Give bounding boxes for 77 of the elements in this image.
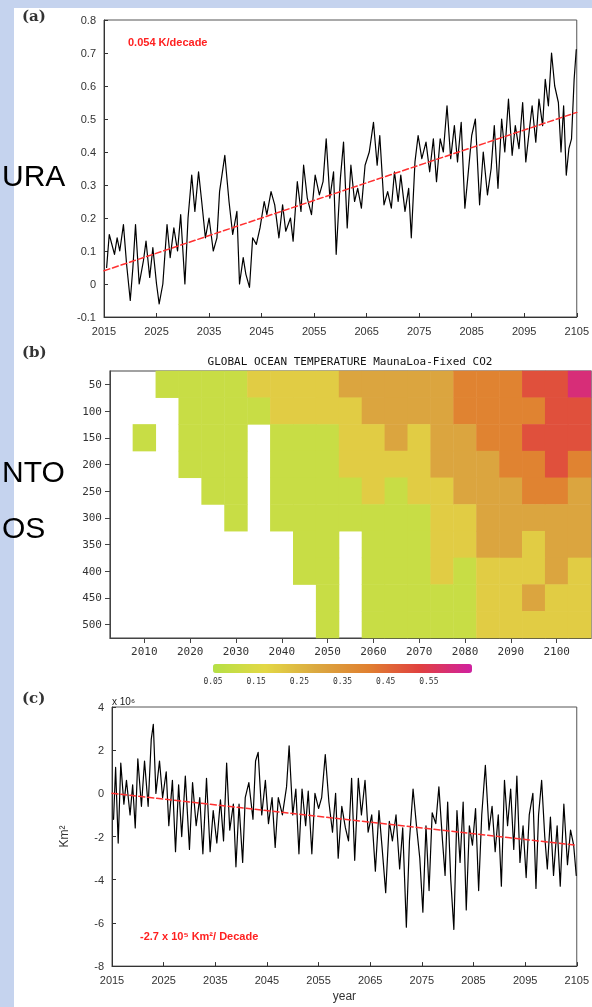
text: NTO xyxy=(2,454,65,488)
x-tick-label: 2065 xyxy=(357,973,383,986)
x-tick-label: 2055 xyxy=(306,973,331,986)
x-tick-label: 2060 xyxy=(360,645,387,658)
x-tick-label: 2070 xyxy=(405,645,433,658)
x-tick-label: 2035 xyxy=(203,973,228,986)
y-tick-label: 0.2 xyxy=(80,212,96,224)
y-tick-label: 150 xyxy=(82,431,102,445)
chart-title: (c) xyxy=(22,688,46,707)
x-tick-label: 2085 xyxy=(459,324,484,337)
x-tick-label: 2055 xyxy=(301,324,327,337)
text: x 10⁶ xyxy=(112,695,136,707)
chart-subtitle: GLOBAL OCEAN TEMPERATURE MaunaLoa-Fixed CO2 xyxy=(207,355,493,368)
x-tick-label: 2080 xyxy=(451,645,479,658)
x-tick-label: 2090 xyxy=(497,645,525,658)
chart-title: (a) xyxy=(22,6,46,25)
color-bar-label: 0.45 xyxy=(376,676,396,686)
x-tick-label: 2095 xyxy=(512,973,538,986)
y-tick-label: 4 xyxy=(97,701,104,713)
y-tick-label: -6 xyxy=(94,916,104,929)
y-tick-label: 200 xyxy=(82,457,102,471)
line-series xyxy=(112,723,577,930)
y-tick-label: 0.8 xyxy=(80,14,96,26)
y-tick-label: -0.1 xyxy=(77,311,96,323)
x-tick-label: 2075 xyxy=(409,973,435,986)
y-tick-label: -8 xyxy=(94,960,104,973)
x-tick-label: 2010 xyxy=(131,645,158,658)
y-tick-label: 2 xyxy=(97,744,104,757)
y-tick-label: 350 xyxy=(82,538,102,552)
y-tick-label: 400 xyxy=(82,564,102,578)
y-axis-title: Km² xyxy=(57,825,71,848)
x-tick-label: 2045 xyxy=(254,973,280,986)
x-tick-label: 2065 xyxy=(354,324,379,337)
y-tick-label: 100 xyxy=(82,404,102,418)
y-tick-label: 250 xyxy=(82,484,102,498)
x-tick-label: 2015 xyxy=(91,324,117,337)
text: OS xyxy=(2,510,46,544)
color-bar-label: 0.35 xyxy=(332,676,353,686)
y-tick-label: -2 xyxy=(94,830,104,843)
x-tick-label: 2095 xyxy=(511,324,537,337)
x-tick-label: 2020 xyxy=(176,645,204,658)
y-tick-label: 0 xyxy=(89,278,96,290)
y-tick-label: 450 xyxy=(82,591,102,605)
x-tick-label: 2105 xyxy=(564,973,590,986)
x-tick-label: 2105 xyxy=(564,324,590,337)
line-series xyxy=(106,49,577,305)
chart-title: (b) xyxy=(22,342,47,361)
x-tick-label: 2015 xyxy=(99,973,125,986)
x-tick-label: 2025 xyxy=(151,973,176,986)
text: URA xyxy=(2,158,66,192)
y-tick-label: 500 xyxy=(82,618,102,632)
x-axis-title: year xyxy=(332,989,357,1003)
x-tick-label: 2050 xyxy=(314,645,341,658)
x-tick-label: 2085 xyxy=(461,973,486,986)
y-tick-label: 0.3 xyxy=(80,179,96,191)
y-tick-label: -4 xyxy=(94,873,104,886)
annotation: -2.7 x 10⁵ Km²/ Decade xyxy=(140,929,259,942)
y-tick-label: 0.5 xyxy=(80,113,96,125)
annotation: 0.054 K/decade xyxy=(128,35,208,48)
y-tick-label: 0.7 xyxy=(80,47,96,59)
y-tick-label: 0.6 xyxy=(80,80,96,92)
y-tick-label: 0 xyxy=(97,787,104,800)
y-tick-label: 0.4 xyxy=(80,146,96,158)
x-tick-label: 2100 xyxy=(543,645,570,658)
color-bar-label: 0.15 xyxy=(246,676,266,686)
x-tick-label: 2075 xyxy=(406,324,432,337)
color-bar-label: 0.05 xyxy=(203,676,223,686)
x-tick-label: 2030 xyxy=(222,645,250,658)
y-tick-label: 300 xyxy=(82,511,102,525)
x-tick-label: 2045 xyxy=(249,324,274,337)
x-tick-label: 2040 xyxy=(268,645,296,658)
color-bar-label: 0.25 xyxy=(289,676,310,686)
y-tick-label: 50 xyxy=(88,377,102,391)
color-bar-label: 0.55 xyxy=(419,676,439,686)
x-tick-label: 2025 xyxy=(144,324,169,337)
y-tick-label: 0.1 xyxy=(80,245,96,257)
x-tick-label: 2035 xyxy=(196,324,222,337)
